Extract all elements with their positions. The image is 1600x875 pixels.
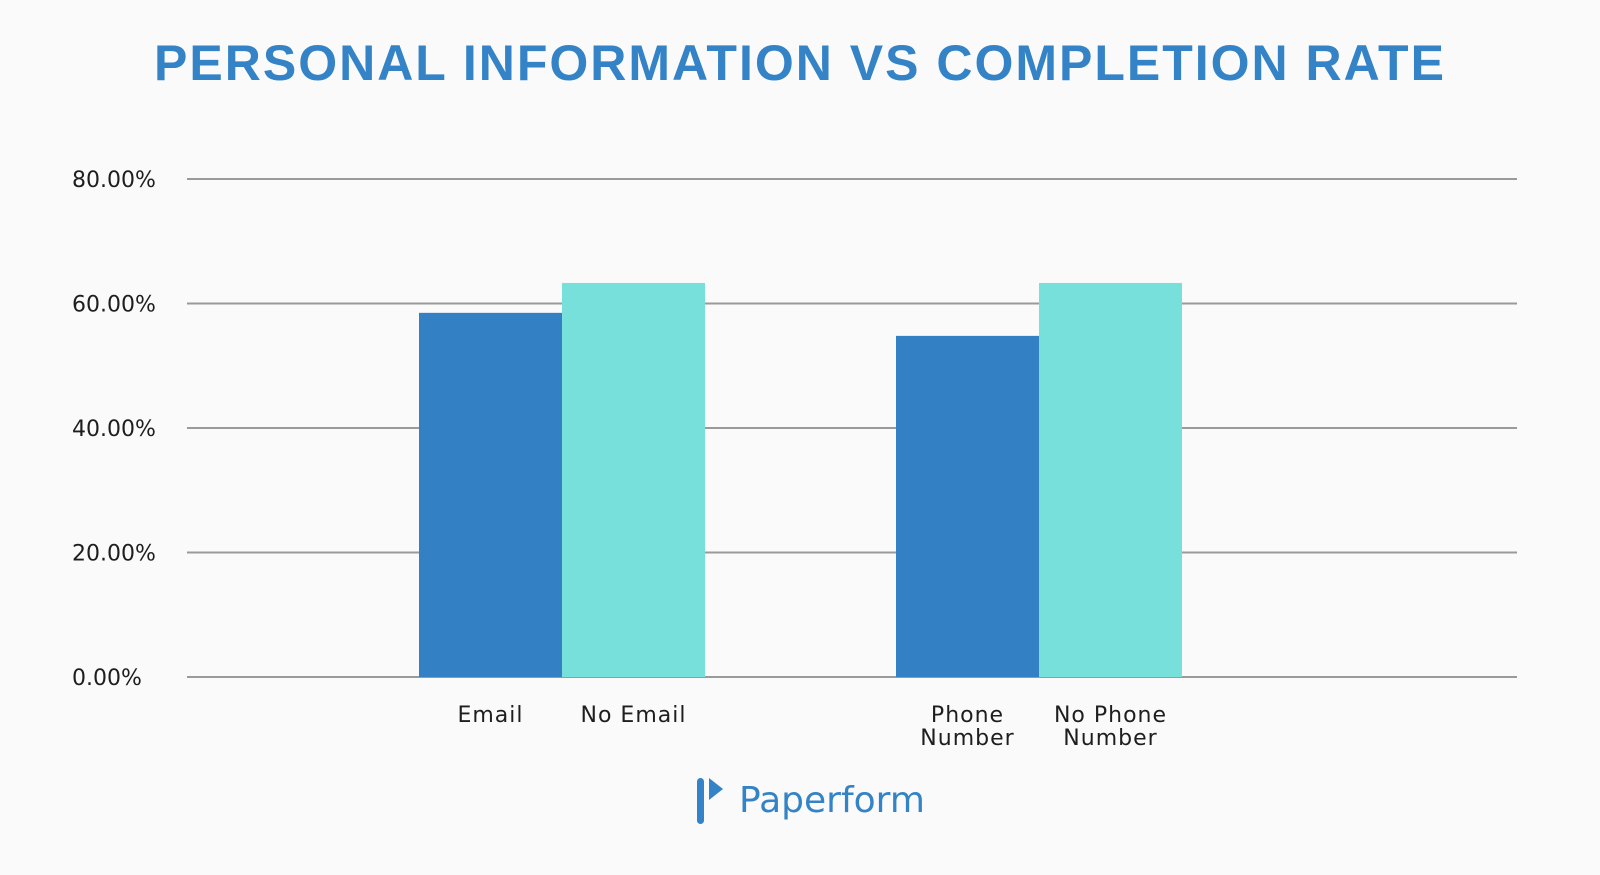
x-category-label: Number bbox=[1063, 726, 1157, 751]
bar bbox=[1039, 282, 1182, 677]
bar bbox=[896, 335, 1039, 677]
bar bbox=[562, 282, 705, 677]
y-tick-label: 40.00% bbox=[72, 417, 156, 442]
y-tick-label: 20.00% bbox=[72, 542, 156, 567]
x-category-label: No Email bbox=[581, 703, 687, 728]
x-category-label: Number bbox=[920, 726, 1014, 751]
gridlines bbox=[187, 178, 1517, 678]
bars bbox=[419, 282, 1182, 677]
y-tick-label: 80.00% bbox=[72, 168, 156, 193]
y-tick-label: 60.00% bbox=[72, 293, 156, 318]
paperform-logo-icon bbox=[697, 778, 723, 824]
x-category-label: Email bbox=[457, 703, 523, 728]
axis-labels: 0.00% 20.00% 40.00% 60.00% 80.00% Email No Ema… bbox=[72, 168, 1167, 751]
x-category-label: No Phone bbox=[1054, 703, 1167, 728]
y-tick-label: 0.00% bbox=[72, 666, 142, 691]
chart-title: PERSONAL INFORMATION VS COMPLETION RATE bbox=[154, 35, 1446, 91]
brand-logo: Paperform bbox=[695, 776, 925, 826]
bar bbox=[419, 312, 562, 677]
brand-name: Paperform bbox=[739, 780, 925, 821]
x-category-label: Phone bbox=[931, 703, 1004, 728]
